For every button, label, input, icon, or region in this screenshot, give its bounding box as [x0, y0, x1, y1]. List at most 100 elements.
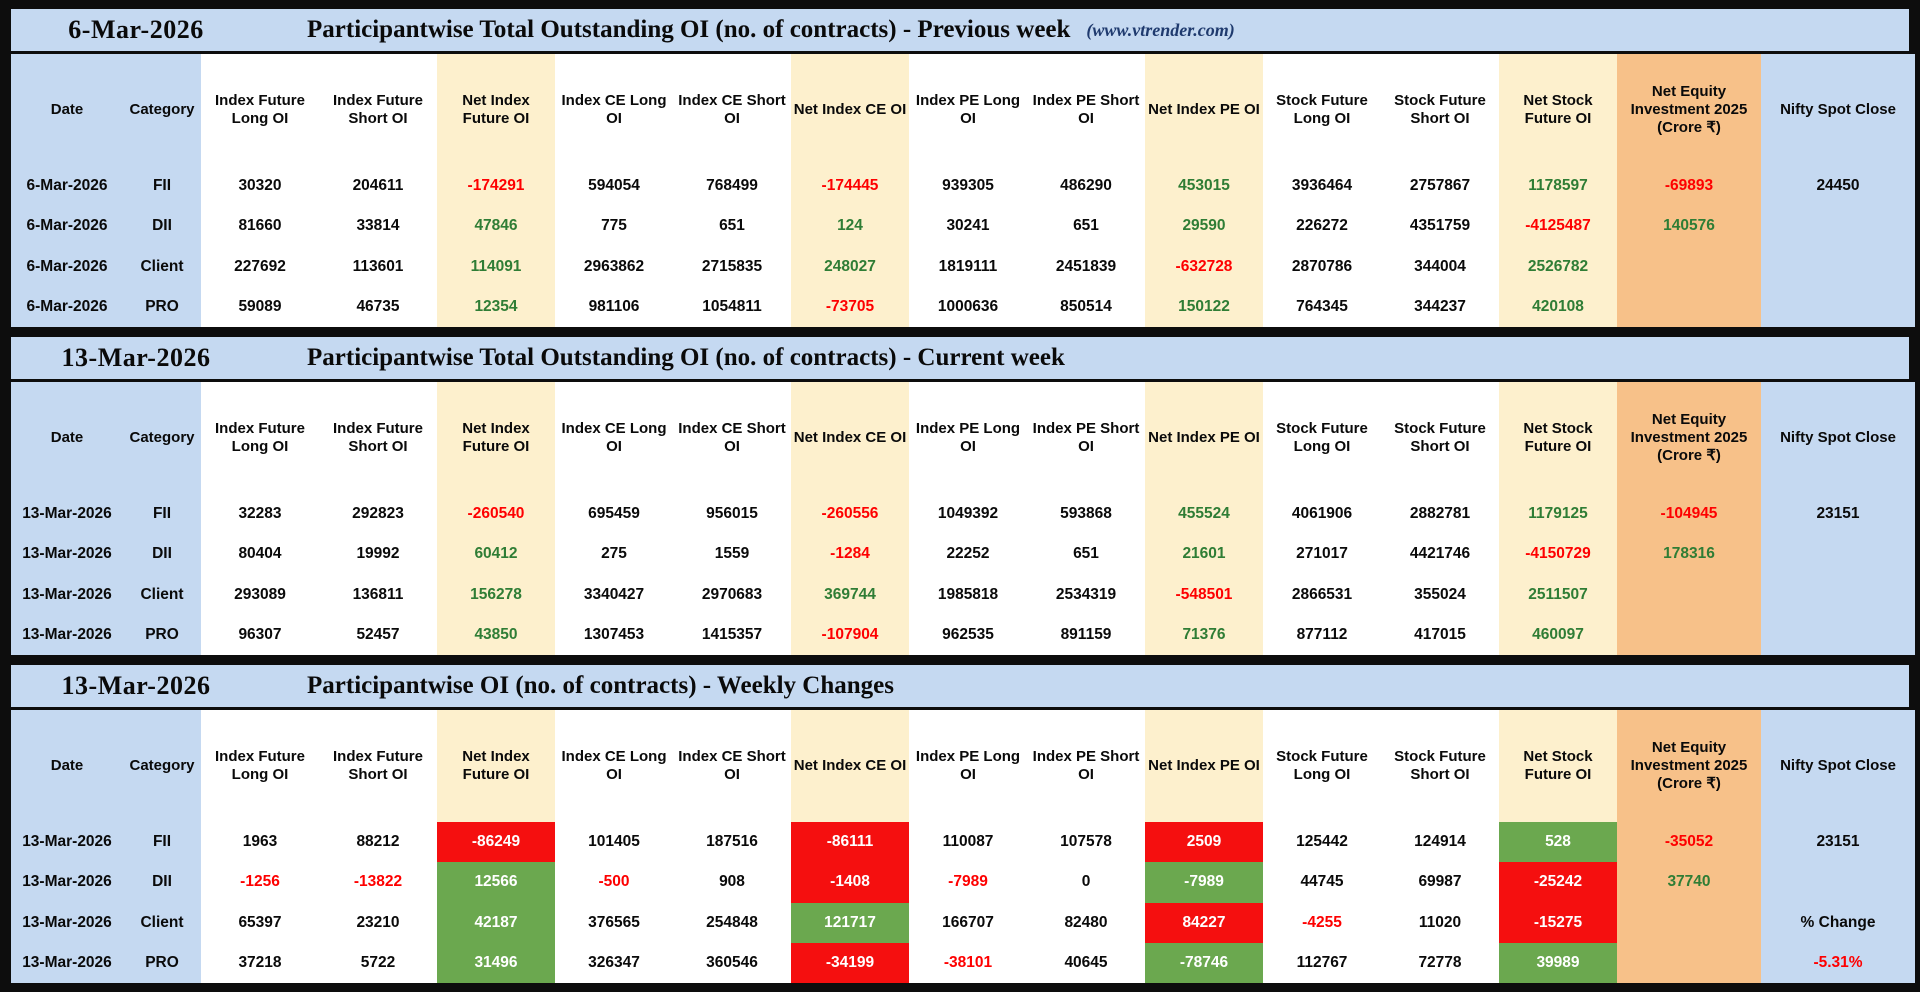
- data-cell: 107578: [1027, 822, 1145, 863]
- data-cell: -13822: [319, 862, 437, 903]
- data-cell: 2882781: [1381, 494, 1499, 535]
- header-cell-4: Net Index Future OI: [437, 54, 555, 166]
- data-cell: 594054: [555, 166, 673, 207]
- data-cell: 125442: [1263, 822, 1381, 863]
- data-cell: -4150729: [1499, 534, 1617, 575]
- header-cell-0: Date: [11, 54, 123, 166]
- data-cell: -7989: [1145, 862, 1263, 903]
- data-cell: 455524: [1145, 494, 1263, 535]
- data-cell: 453015: [1145, 166, 1263, 207]
- data-cell: 59089: [201, 286, 319, 327]
- data-cell: 23151: [1761, 494, 1915, 535]
- data-cell: 695459: [555, 494, 673, 535]
- data-cell: 2526782: [1499, 246, 1617, 287]
- data-cell: Client: [123, 902, 201, 943]
- data-cell: 6-Mar-2026: [11, 206, 123, 247]
- table-row: 13-Mar-2026 FII 1963 88212 -86249 101405 18751…: [11, 822, 1915, 863]
- data-cell: 65397: [201, 902, 319, 943]
- header-cell-6: Index CE Short OI: [673, 382, 791, 494]
- header-cell-3: Index Future Short OI: [319, 54, 437, 166]
- data-cell: -1408: [791, 862, 909, 903]
- header-row: Date Category Index Future Long OI Index Fu…: [11, 382, 1915, 494]
- data-cell: 113601: [319, 246, 437, 287]
- data-cell: 13-Mar-2026: [11, 614, 123, 655]
- header-cell-5: Index CE Long OI: [555, 54, 673, 166]
- header-cell-15: Nifty Spot Close: [1761, 382, 1915, 494]
- data-cell: PRO: [123, 942, 201, 983]
- section-previous-week: 6-Mar-2026 Participantwise Total Outstan…: [9, 7, 1915, 329]
- data-cell: 1985818: [909, 574, 1027, 615]
- section-title-bar: 13-Mar-2026 Participantwise Total Outsta…: [11, 337, 1909, 382]
- table-row: 6-Mar-2026 FII 30320 204611 -174291 594054 768…: [11, 166, 1915, 207]
- header-cell-14: Net Equity Investment 2025 (Crore ₹): [1617, 54, 1761, 166]
- section-title-bar: 13-Mar-2026 Participantwise OI (no. of c…: [11, 665, 1909, 710]
- data-cell: 1054811: [673, 286, 791, 327]
- data-cell: 1049392: [909, 494, 1027, 535]
- header-cell-10: Net Index PE OI: [1145, 54, 1263, 166]
- data-cell: 112767: [1263, 942, 1381, 983]
- data-cell: 764345: [1263, 286, 1381, 327]
- data-cell: 651: [1027, 534, 1145, 575]
- data-cell: 344237: [1381, 286, 1499, 327]
- data-cell: 956015: [673, 494, 791, 535]
- data-cell: 355024: [1381, 574, 1499, 615]
- header-cell-1: Category: [123, 54, 201, 166]
- table-row: 13-Mar-2026 PRO 96307 52457 43850 1307453 1415…: [11, 614, 1915, 655]
- header-cell-3: Index Future Short OI: [319, 382, 437, 494]
- data-cell: -78746: [1145, 942, 1263, 983]
- data-cell: 271017: [1263, 534, 1381, 575]
- data-cell: 486290: [1027, 166, 1145, 207]
- section-title-bar: 6-Mar-2026 Participantwise Total Outstan…: [11, 9, 1909, 54]
- data-cell: 2715835: [673, 246, 791, 287]
- data-cell: 166707: [909, 902, 1027, 943]
- data-cell: [1617, 574, 1761, 615]
- table-row: 13-Mar-2026 Client 293089 136811 156278 33404…: [11, 574, 1915, 615]
- data-cell: -1284: [791, 534, 909, 575]
- data-cell: 42187: [437, 902, 555, 943]
- data-cell: 204611: [319, 166, 437, 207]
- header-cell-13: Net Stock Future OI: [1499, 382, 1617, 494]
- oi-table-current-week: Date Category Index Future Long OI Index Fu…: [11, 382, 1915, 655]
- data-cell: 1179125: [1499, 494, 1617, 535]
- header-cell-5: Index CE Long OI: [555, 382, 673, 494]
- data-cell: 326347: [555, 942, 673, 983]
- header-cell-1: Category: [123, 710, 201, 822]
- data-cell: 4351759: [1381, 206, 1499, 247]
- header-cell-5: Index CE Long OI: [555, 710, 673, 822]
- data-cell: 981106: [555, 286, 673, 327]
- section-current-week: 13-Mar-2026 Participantwise Total Outsta…: [9, 335, 1915, 657]
- data-cell: 72778: [1381, 942, 1499, 983]
- data-cell: 2963862: [555, 246, 673, 287]
- data-cell: 376565: [555, 902, 673, 943]
- section-date: 13-Mar-2026: [61, 671, 211, 700]
- data-cell: 908: [673, 862, 791, 903]
- data-cell: % Change: [1761, 902, 1915, 943]
- data-cell: 13-Mar-2026: [11, 862, 123, 903]
- data-cell: FII: [123, 166, 201, 207]
- data-cell: 80404: [201, 534, 319, 575]
- data-cell: DII: [123, 534, 201, 575]
- data-cell: 101405: [555, 822, 673, 863]
- data-cell: 528: [1499, 822, 1617, 863]
- header-cell-15: Nifty Spot Close: [1761, 710, 1915, 822]
- data-cell: 30241: [909, 206, 1027, 247]
- data-cell: [1761, 534, 1915, 575]
- table-row: 6-Mar-2026 Client 227692 113601 114091 296386…: [11, 246, 1915, 287]
- section-date: 6-Mar-2026: [68, 15, 204, 44]
- data-cell: -174291: [437, 166, 555, 207]
- data-cell: -5.31%: [1761, 942, 1915, 983]
- data-cell: 30320: [201, 166, 319, 207]
- header-cell-13: Net Stock Future OI: [1499, 54, 1617, 166]
- data-cell: 60412: [437, 534, 555, 575]
- data-cell: 962535: [909, 614, 1027, 655]
- data-cell: 2534319: [1027, 574, 1145, 615]
- data-cell: FII: [123, 494, 201, 535]
- data-cell: 124914: [1381, 822, 1499, 863]
- header-cell-12: Stock Future Short OI: [1381, 382, 1499, 494]
- data-cell: -1256: [201, 862, 319, 903]
- data-cell: 6-Mar-2026: [11, 286, 123, 327]
- data-cell: -4255: [1263, 902, 1381, 943]
- data-cell: 82480: [1027, 902, 1145, 943]
- data-cell: [1761, 614, 1915, 655]
- data-cell: Client: [123, 574, 201, 615]
